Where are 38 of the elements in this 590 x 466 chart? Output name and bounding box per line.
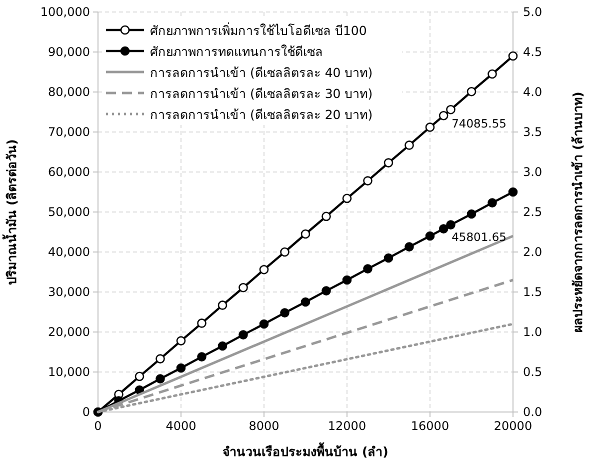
- legend-label: การลดการนำเข้า (ดีเซลลิตรละ 30 บาท): [150, 86, 373, 101]
- y2-tick-label: 3.0: [523, 165, 542, 179]
- y2-tick-label: 4.5: [523, 45, 542, 59]
- y-axis-title: ปริมาณน้ำมัน (ลิตรต่อวัน): [2, 139, 19, 285]
- legend-label: การลดการนำเข้า (ดีเซลลิตรละ 20 บาท): [150, 107, 373, 122]
- y2-tick-label: 0.0: [523, 405, 542, 419]
- y2-tick-label: 2.5: [523, 205, 542, 219]
- y-tick-label: 50,000: [48, 205, 90, 219]
- y-tick-label: 40,000: [48, 245, 90, 259]
- y-tick-label: 60,000: [48, 165, 90, 179]
- legend-label: ศักยภาพการเพิ่มการใช้ไบโอดีเซล บี100: [150, 22, 367, 38]
- y-tick-label: 90,000: [48, 45, 90, 59]
- y2-axis-title: ผลประหยัดจากการลดการนำเข้า (ล้านบาท): [570, 92, 585, 332]
- x-tick-label: 20000: [494, 419, 532, 433]
- annotation: 74085.55: [452, 116, 506, 131]
- y-tick-label: 30,000: [48, 285, 90, 299]
- legend-label: การลดการนำเข้า (ดีเซลลิตรละ 40 บาท): [150, 65, 373, 80]
- x-tick-label: 4000: [166, 419, 196, 433]
- x-tick-label: 8000: [248, 419, 280, 433]
- y-tick-label: 0: [82, 405, 90, 419]
- x-tick-label: 0: [94, 419, 102, 433]
- y2-tick-label: 4.0: [523, 85, 542, 99]
- y-tick-label: 20,000: [48, 325, 90, 339]
- annotation: 45801.65: [452, 230, 506, 244]
- y2-tick-label: 5.0: [523, 5, 542, 19]
- y-tick-label: 100,000: [40, 5, 90, 19]
- x-tick-label: 12000: [328, 419, 366, 433]
- x-tick-label: 16000: [410, 419, 450, 433]
- legend-label: ศักยภาพการทดแทนการใช้ดีเซล: [150, 44, 323, 59]
- y2-tick-label: 1.5: [523, 285, 542, 299]
- y2-tick-label: 3.5: [523, 125, 542, 139]
- y-tick-label: 70,000: [48, 125, 90, 139]
- y2-tick-label: 0.5: [523, 365, 542, 379]
- x-axis-title: จำนวนเรือประมงพื้นบ้าน (ลำ): [222, 442, 388, 459]
- y-tick-label: 10,000: [48, 365, 90, 379]
- y2-tick-label: 2.0: [523, 245, 542, 259]
- y2-tick-label: 1.0: [523, 325, 542, 339]
- y-tick-label: 80,000: [48, 85, 90, 99]
